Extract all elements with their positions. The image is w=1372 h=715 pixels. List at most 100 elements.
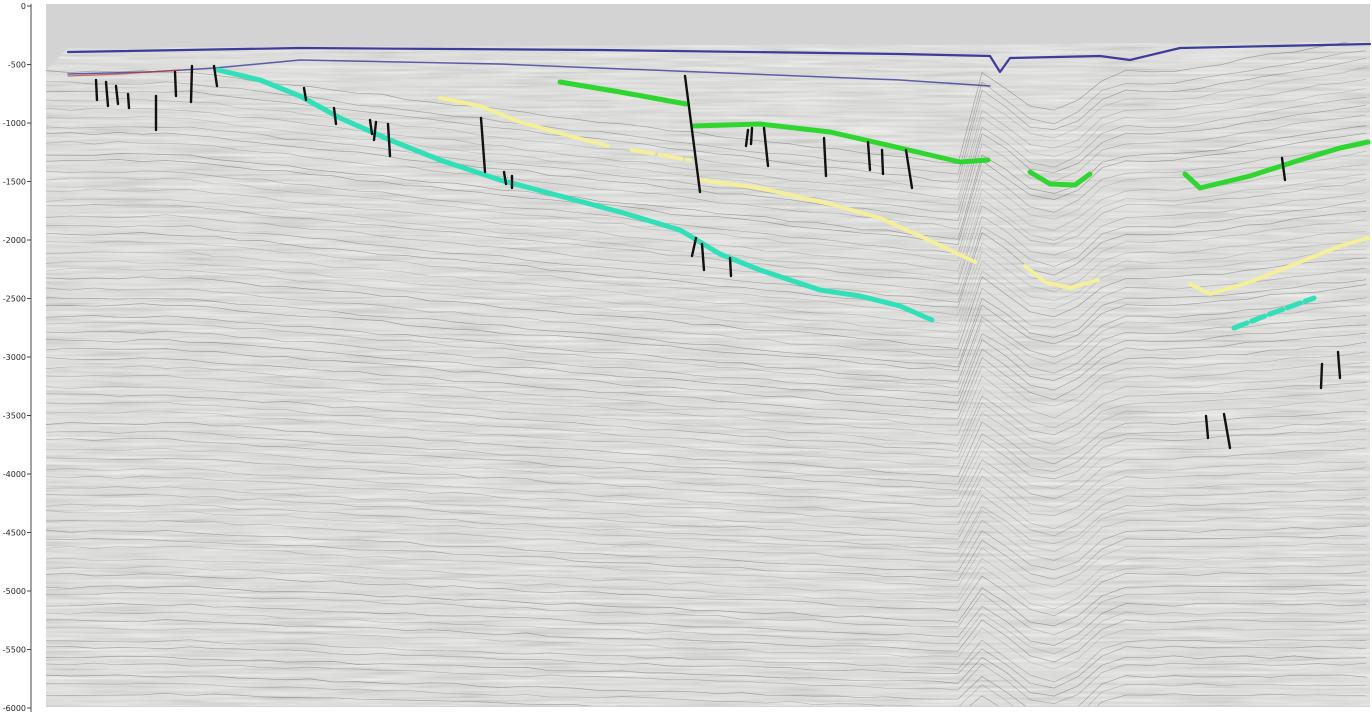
fault-stick[interactable] xyxy=(126,92,131,110)
fault-stick[interactable] xyxy=(700,242,706,272)
seismic-reflector-line xyxy=(46,315,1367,397)
fault-stick[interactable] xyxy=(104,80,110,108)
fault-stick[interactable] xyxy=(728,256,733,278)
fault-stick[interactable] xyxy=(822,136,828,178)
seismic-reflector-line xyxy=(46,351,1367,426)
yellow-horizon-line[interactable] xyxy=(698,178,977,264)
fault-stick[interactable] xyxy=(114,84,120,106)
fault-stick[interactable] xyxy=(1204,414,1210,440)
fault-stick[interactable] xyxy=(1319,362,1324,390)
seismic-reflector-line xyxy=(46,398,1367,467)
seismic-reflector-line xyxy=(46,279,1367,368)
seismic-reflector-line xyxy=(46,104,1367,222)
seismic-reflector-line xyxy=(46,297,1367,382)
seismic-reflector-line xyxy=(46,284,1367,372)
seismic-reflector-line xyxy=(46,230,1367,326)
fault-stick[interactable] xyxy=(749,126,754,146)
depth-tick-label: -3000 xyxy=(3,353,26,362)
cyan-horizon-line[interactable] xyxy=(215,67,935,323)
green-horizon-line[interactable] xyxy=(1182,139,1371,191)
seismic-reflector-line xyxy=(46,584,1367,627)
seismic-reflector-line xyxy=(46,382,1367,452)
fault-stick[interactable] xyxy=(368,118,374,136)
seismic-reflector-line xyxy=(46,411,1367,478)
depth-tick-label: -1500 xyxy=(3,178,26,187)
fault-stick[interactable] xyxy=(866,140,872,172)
seismic-reflector-line xyxy=(46,611,1367,655)
fault-stick[interactable] xyxy=(94,78,99,102)
cyan-horizon-line[interactable] xyxy=(1231,295,1317,331)
fault-stick[interactable] xyxy=(212,64,219,88)
seismic-reflector-line xyxy=(46,324,1367,404)
seismic-reflector-line xyxy=(46,143,1367,255)
seismic-reflector-line xyxy=(46,438,1367,500)
seismic-reflector-line xyxy=(46,674,1367,706)
yellow-horizon-line[interactable] xyxy=(438,96,610,148)
fault-stick[interactable] xyxy=(479,116,487,174)
seafloor-horizon-line[interactable] xyxy=(67,69,181,77)
fault-stick[interactable] xyxy=(386,122,392,158)
fault-stick[interactable] xyxy=(904,148,914,190)
seismic-reflector-line xyxy=(46,645,1367,689)
fault-stick[interactable] xyxy=(762,126,770,168)
fault-stick[interactable] xyxy=(173,70,178,98)
fault-stick[interactable] xyxy=(372,120,378,142)
seismic-reflector-line xyxy=(46,97,1367,213)
fault-stick[interactable] xyxy=(744,128,750,148)
seismic-reflector-line xyxy=(46,241,1367,334)
seismic-reflector-line xyxy=(46,341,1367,419)
depth-tick-label: -2500 xyxy=(3,295,26,304)
fault-stick[interactable] xyxy=(690,236,698,258)
seismic-reflector-line xyxy=(46,525,1367,572)
seismic-reflector-line xyxy=(46,564,1367,610)
depth-tick-label: -4500 xyxy=(3,529,26,538)
seismic-reflector-line xyxy=(46,179,1367,284)
seismic-reflector-line xyxy=(46,50,1367,175)
seismic-reflectors xyxy=(46,42,1367,706)
seismic-reflector-line xyxy=(46,389,1367,459)
green-horizon-line[interactable] xyxy=(691,121,991,165)
seismic-reflector-line xyxy=(46,248,1367,340)
interpreted-horizons[interactable] xyxy=(66,42,1372,331)
seismic-reflector-line xyxy=(46,627,1367,670)
seismic-reflector-line xyxy=(46,554,1367,600)
seismic-reflector-line xyxy=(46,371,1367,446)
depth-tick-label: -5500 xyxy=(3,646,26,655)
green-horizon-line[interactable] xyxy=(1027,169,1093,188)
fault-stick[interactable] xyxy=(683,74,702,194)
fault-stick[interactable] xyxy=(302,86,308,102)
yellow-horizon-line[interactable] xyxy=(630,148,692,162)
seismic-reflector-line xyxy=(46,480,1367,535)
interpreted-faults[interactable] xyxy=(94,64,1342,450)
green-horizon-line[interactable] xyxy=(557,79,689,107)
fault-stick[interactable] xyxy=(189,64,194,104)
seismic-reflector-line xyxy=(46,66,1367,191)
seismic-reflector-line xyxy=(46,304,1367,389)
yellow-horizon-line[interactable] xyxy=(1188,236,1370,296)
fault-stick[interactable] xyxy=(332,106,338,126)
fault-stick[interactable] xyxy=(1336,350,1342,380)
seismic-reflector-line xyxy=(46,497,1367,551)
seismic-reflector-line xyxy=(46,173,1367,280)
seismic-reflector-line xyxy=(46,211,1367,308)
seismic-reflector-line xyxy=(46,332,1367,411)
yellow-horizon-line[interactable] xyxy=(1023,264,1100,290)
depth-tick-label: -500 xyxy=(8,61,26,70)
fault-stick[interactable] xyxy=(1222,412,1232,450)
seismic-reflector-line xyxy=(46,428,1367,491)
seismic-reflector-line xyxy=(46,447,1367,507)
depth-tick-label: -3500 xyxy=(3,412,26,421)
fault-stick[interactable] xyxy=(502,170,508,186)
seafloor-horizon-line[interactable] xyxy=(66,42,1372,74)
fault-stick[interactable] xyxy=(880,148,885,176)
seismic-reflector-line xyxy=(46,125,1367,240)
depth-axis-ticks: 0 -500 -1000 -1500 -2000 -2500 -3000 -3500 -4000… xyxy=(3,2,31,713)
seismic-reflector-line xyxy=(46,602,1367,646)
seismic-reflector-line xyxy=(46,88,1367,206)
seismic-reflector-line xyxy=(46,619,1367,663)
fault-stick[interactable] xyxy=(1280,156,1287,182)
depth-tick-label: -1000 xyxy=(3,119,26,128)
